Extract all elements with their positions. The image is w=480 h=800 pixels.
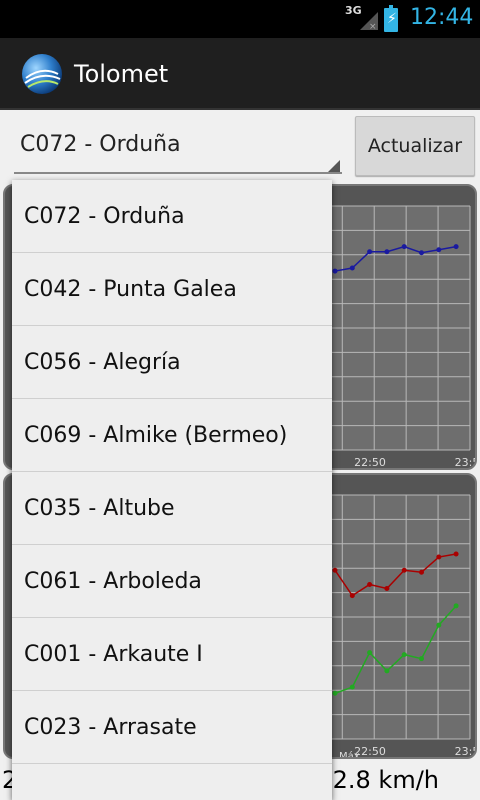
dropdown-item-label: C072 - Orduña	[24, 204, 185, 229]
status-bar: 3G × ⚡ 12:44	[0, 0, 480, 38]
refresh-button[interactable]: Actualizar	[355, 116, 475, 176]
dropdown-item[interactable]: C035 - Altube	[12, 472, 332, 545]
x-tick-label: 23:5	[455, 456, 477, 469]
dropdown-item[interactable]: C001 - Arkaute I	[12, 618, 332, 691]
data-point	[436, 554, 442, 560]
action-bar: Tolomet	[0, 38, 480, 110]
data-point	[332, 690, 338, 696]
svg-text:×: ×	[369, 22, 377, 30]
chart-footer-label: Máx.	[339, 750, 363, 759]
station-dropdown-list: C072 - Orduña C042 - Punta Galea C056 - Al…	[12, 180, 332, 800]
x-tick-label: 22:50	[354, 745, 386, 758]
data-point	[384, 668, 390, 674]
dropdown-item-label: C069 - Almike (Bermeo)	[24, 423, 288, 448]
network-type: 3G	[345, 4, 362, 17]
app-logo-icon[interactable]	[20, 52, 64, 96]
dropdown-arrow-icon	[328, 160, 340, 172]
data-point	[401, 567, 407, 573]
station-spinner[interactable]: C072 - Orduña	[8, 116, 346, 178]
data-point	[349, 593, 355, 599]
data-point	[419, 569, 424, 575]
data-point	[384, 586, 390, 592]
data-point	[332, 567, 338, 573]
data-point	[401, 244, 407, 250]
series-line	[334, 553, 457, 597]
data-point	[453, 551, 459, 557]
data-point	[436, 622, 442, 628]
dropdown-item-label: C056 - Alegría	[24, 350, 181, 375]
charging-icon: ⚡	[387, 11, 397, 27]
dropdown-item[interactable]: C061 - Arboleda	[12, 545, 332, 618]
dropdown-item-label: C042 - Punta Galea	[24, 277, 237, 302]
data-point	[419, 250, 424, 256]
dropdown-item[interactable]: C023 - Arrasate	[12, 691, 332, 764]
spinner-underline	[14, 172, 342, 174]
battery-icon	[384, 5, 398, 32]
data-point	[367, 650, 373, 656]
data-point	[349, 684, 355, 690]
data-point	[401, 652, 407, 658]
x-tick-label: 23:5	[455, 745, 477, 758]
data-point	[367, 249, 373, 255]
data-point	[384, 249, 390, 255]
dropdown-item[interactable]: C042 - Punta Galea	[12, 253, 332, 326]
data-point	[367, 581, 373, 587]
signal-icon: ×	[360, 12, 378, 30]
dropdown-item-label: C061 - Arboleda	[24, 569, 202, 594]
dropdown-item[interactable]: C069 - Almike (Bermeo)	[12, 399, 332, 472]
clock: 12:44	[410, 5, 474, 30]
dropdown-item[interactable]: C072 - Orduña	[12, 180, 332, 253]
data-point	[453, 603, 459, 609]
series-line	[334, 245, 457, 272]
data-point	[332, 268, 338, 274]
data-point	[349, 265, 355, 271]
data-point	[436, 247, 442, 253]
app-title: Tolomet	[74, 60, 169, 88]
dropdown-item-label: C035 - Altube	[24, 496, 175, 521]
dropdown-item-label: C023 - Arrasate	[24, 715, 197, 740]
series-line	[334, 605, 457, 694]
dropdown-item-label: C001 - Arkaute I	[24, 642, 203, 667]
spinner-selected-value: C072 - Orduña	[20, 132, 181, 157]
x-tick-label: 22:50	[354, 456, 386, 469]
data-point	[453, 244, 459, 250]
data-point	[419, 656, 424, 662]
dropdown-item[interactable]: C056 - Alegría	[12, 326, 332, 399]
